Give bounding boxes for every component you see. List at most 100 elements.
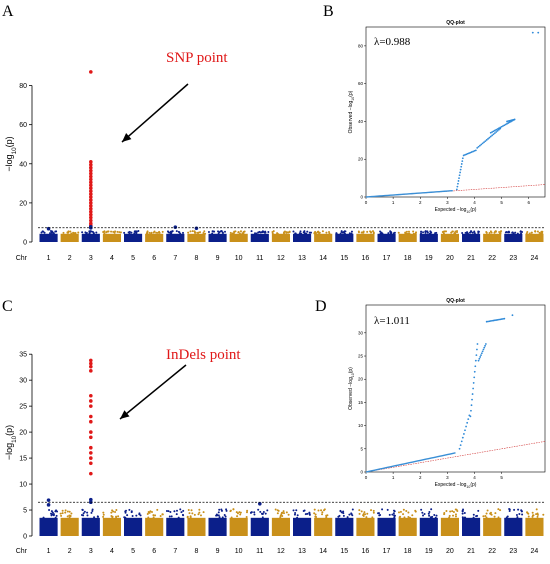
data-point	[327, 230, 330, 233]
data-point	[175, 230, 178, 233]
qq-point	[460, 165, 463, 168]
data-point	[90, 511, 93, 514]
chromosome-points-group	[271, 230, 291, 242]
x-tick-label: 6	[152, 255, 156, 262]
data-point	[173, 510, 176, 513]
data-point	[442, 232, 445, 235]
y-tick-label: 10	[19, 482, 27, 489]
data-point	[61, 509, 64, 512]
qq-reference-line	[365, 441, 546, 473]
data-point	[399, 510, 402, 513]
chromosome-band-chr-18	[398, 233, 417, 242]
qq-point	[472, 150, 475, 153]
chromosome-band-chr-23	[504, 517, 523, 536]
qq-point	[474, 149, 477, 152]
data-point	[308, 511, 311, 514]
qq-point	[469, 151, 472, 154]
qq-point	[483, 346, 486, 349]
data-point	[540, 231, 543, 234]
data-point	[321, 511, 324, 514]
data-point	[167, 510, 170, 513]
data-point	[408, 232, 411, 235]
data-point	[497, 516, 500, 519]
data-point	[130, 511, 133, 514]
qq-x-tick-label: 3	[446, 200, 449, 205]
data-point	[182, 514, 185, 517]
data-point	[66, 515, 69, 518]
chromosome-band-chr-14	[314, 233, 333, 242]
data-point	[498, 230, 501, 233]
data-point	[520, 232, 523, 235]
qq-plot-frame	[365, 26, 546, 198]
x-tick-label: 24	[531, 548, 539, 555]
data-point	[218, 516, 221, 519]
data-point	[150, 232, 153, 235]
data-point	[296, 514, 299, 517]
qq-title: QQ-plot	[446, 20, 465, 26]
qq-point	[455, 188, 458, 191]
qq-x-tick-label: 4	[473, 475, 476, 480]
data-point	[485, 512, 488, 515]
data-point	[168, 515, 171, 518]
data-point	[80, 513, 83, 516]
data-point	[287, 231, 290, 234]
significant-point	[89, 358, 93, 363]
data-point	[452, 511, 455, 514]
data-point	[516, 516, 519, 519]
qq-point	[477, 359, 480, 362]
data-point	[470, 230, 473, 233]
data-point	[531, 515, 534, 518]
qq-point	[470, 404, 473, 407]
qq-point	[467, 418, 470, 421]
significant-series	[258, 501, 262, 506]
qq-point	[480, 354, 482, 356]
data-point	[504, 231, 507, 234]
x-tick-label: 24	[531, 255, 539, 262]
data-point	[49, 232, 52, 235]
chromosome-band-chr-13	[293, 233, 312, 242]
x-tick-label: 11	[256, 548, 263, 555]
qq-y-tick-label: 20	[358, 157, 364, 162]
qq-point	[485, 139, 488, 141]
qq-point	[496, 129, 499, 132]
qq-point	[472, 382, 475, 384]
data-point	[102, 513, 105, 516]
qq-point	[468, 152, 470, 155]
data-point	[279, 516, 282, 519]
chromosome-band-chr-24	[525, 233, 544, 242]
qq-point	[492, 130, 495, 133]
data-point	[197, 513, 200, 516]
qq-point	[496, 128, 499, 130]
qq-point	[458, 447, 461, 450]
y-tick-label: 0	[23, 240, 27, 247]
significant-point	[173, 225, 178, 229]
data-point	[199, 231, 202, 234]
qq-x-axis-label-part: Expected −log	[435, 207, 467, 213]
chromosome-points-group	[208, 508, 228, 536]
chromosome-points-group	[102, 230, 122, 242]
y-axis-label-part: 10	[11, 435, 18, 443]
data-point	[170, 515, 173, 518]
chromosome-points-group	[186, 508, 206, 536]
chromosome-points-group	[313, 508, 333, 536]
data-point	[191, 512, 194, 515]
qq-point	[474, 359, 477, 362]
data-point	[516, 232, 519, 235]
x-tick-label: 7	[173, 548, 177, 555]
data-point	[103, 232, 106, 235]
chromosome-band-chr-12	[271, 517, 290, 536]
data-point	[40, 231, 43, 234]
panel-label: B	[323, 3, 334, 20]
data-point	[321, 230, 324, 233]
qq-point	[497, 318, 500, 321]
data-point	[218, 508, 221, 511]
data-point	[521, 513, 524, 516]
data-point	[471, 231, 474, 234]
significant-series	[46, 498, 51, 507]
chromosome-points-group	[419, 230, 438, 242]
panel-label: C	[2, 298, 13, 315]
x-tick-label: 8	[194, 548, 198, 555]
data-point	[358, 512, 361, 515]
data-point	[237, 231, 240, 234]
chromosome-points-group	[335, 508, 354, 536]
